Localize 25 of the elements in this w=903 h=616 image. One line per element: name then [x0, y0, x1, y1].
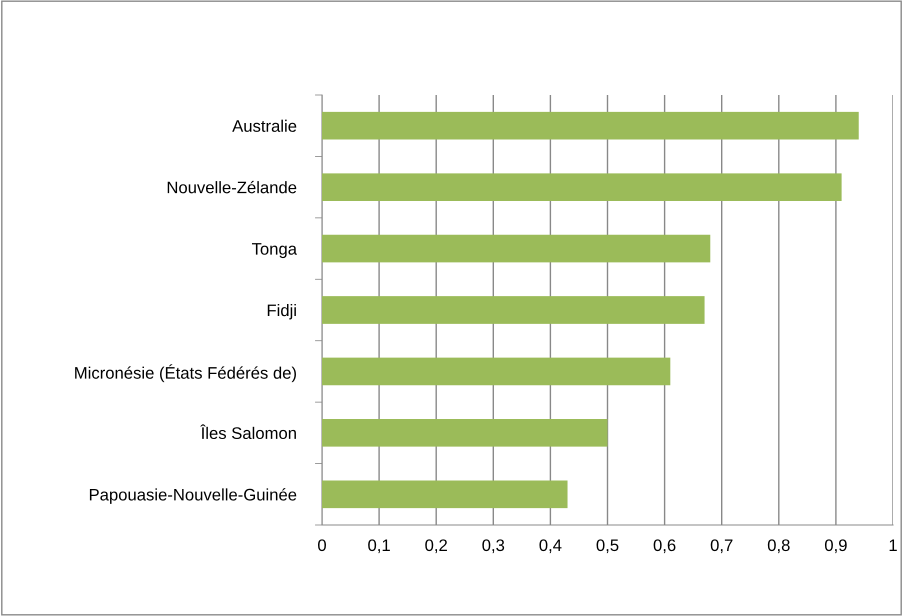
- x-tick-label: 0,9: [824, 539, 847, 554]
- bar: [322, 358, 670, 386]
- y-tick-label: Tonga: [252, 243, 298, 258]
- x-tick-label: 0,8: [768, 539, 790, 554]
- bar: [322, 173, 842, 201]
- x-tick-label: 0,2: [425, 539, 447, 554]
- bar: [322, 480, 568, 508]
- y-tick-label: Îles Salomon: [200, 424, 296, 440]
- x-tick-label: 0,1: [368, 539, 390, 554]
- bar: [322, 112, 859, 140]
- y-tick-label: Micronésie (États Fédérés de): [75, 364, 296, 382]
- y-tick-label: Australie: [232, 120, 296, 132]
- y-tick-label: Nouvelle-Zélande: [168, 180, 296, 194]
- x-tick-label: 0,3: [482, 539, 504, 554]
- y-tick-label: Papouasie-Nouvelle-Guinée: [90, 488, 296, 504]
- x-tick-label: 0: [318, 539, 326, 552]
- x-tick-label: 0,4: [539, 539, 562, 554]
- x-tick-label: 0,5: [596, 539, 618, 554]
- bar: [322, 419, 608, 447]
- x-tick-label: 1: [890, 540, 897, 551]
- y-tick-label: Fidji: [268, 304, 296, 320]
- bar: [322, 296, 705, 324]
- bar: [322, 234, 710, 262]
- x-tick-label: 0,6: [654, 539, 676, 554]
- x-tick-label: 0,7: [710, 539, 732, 554]
